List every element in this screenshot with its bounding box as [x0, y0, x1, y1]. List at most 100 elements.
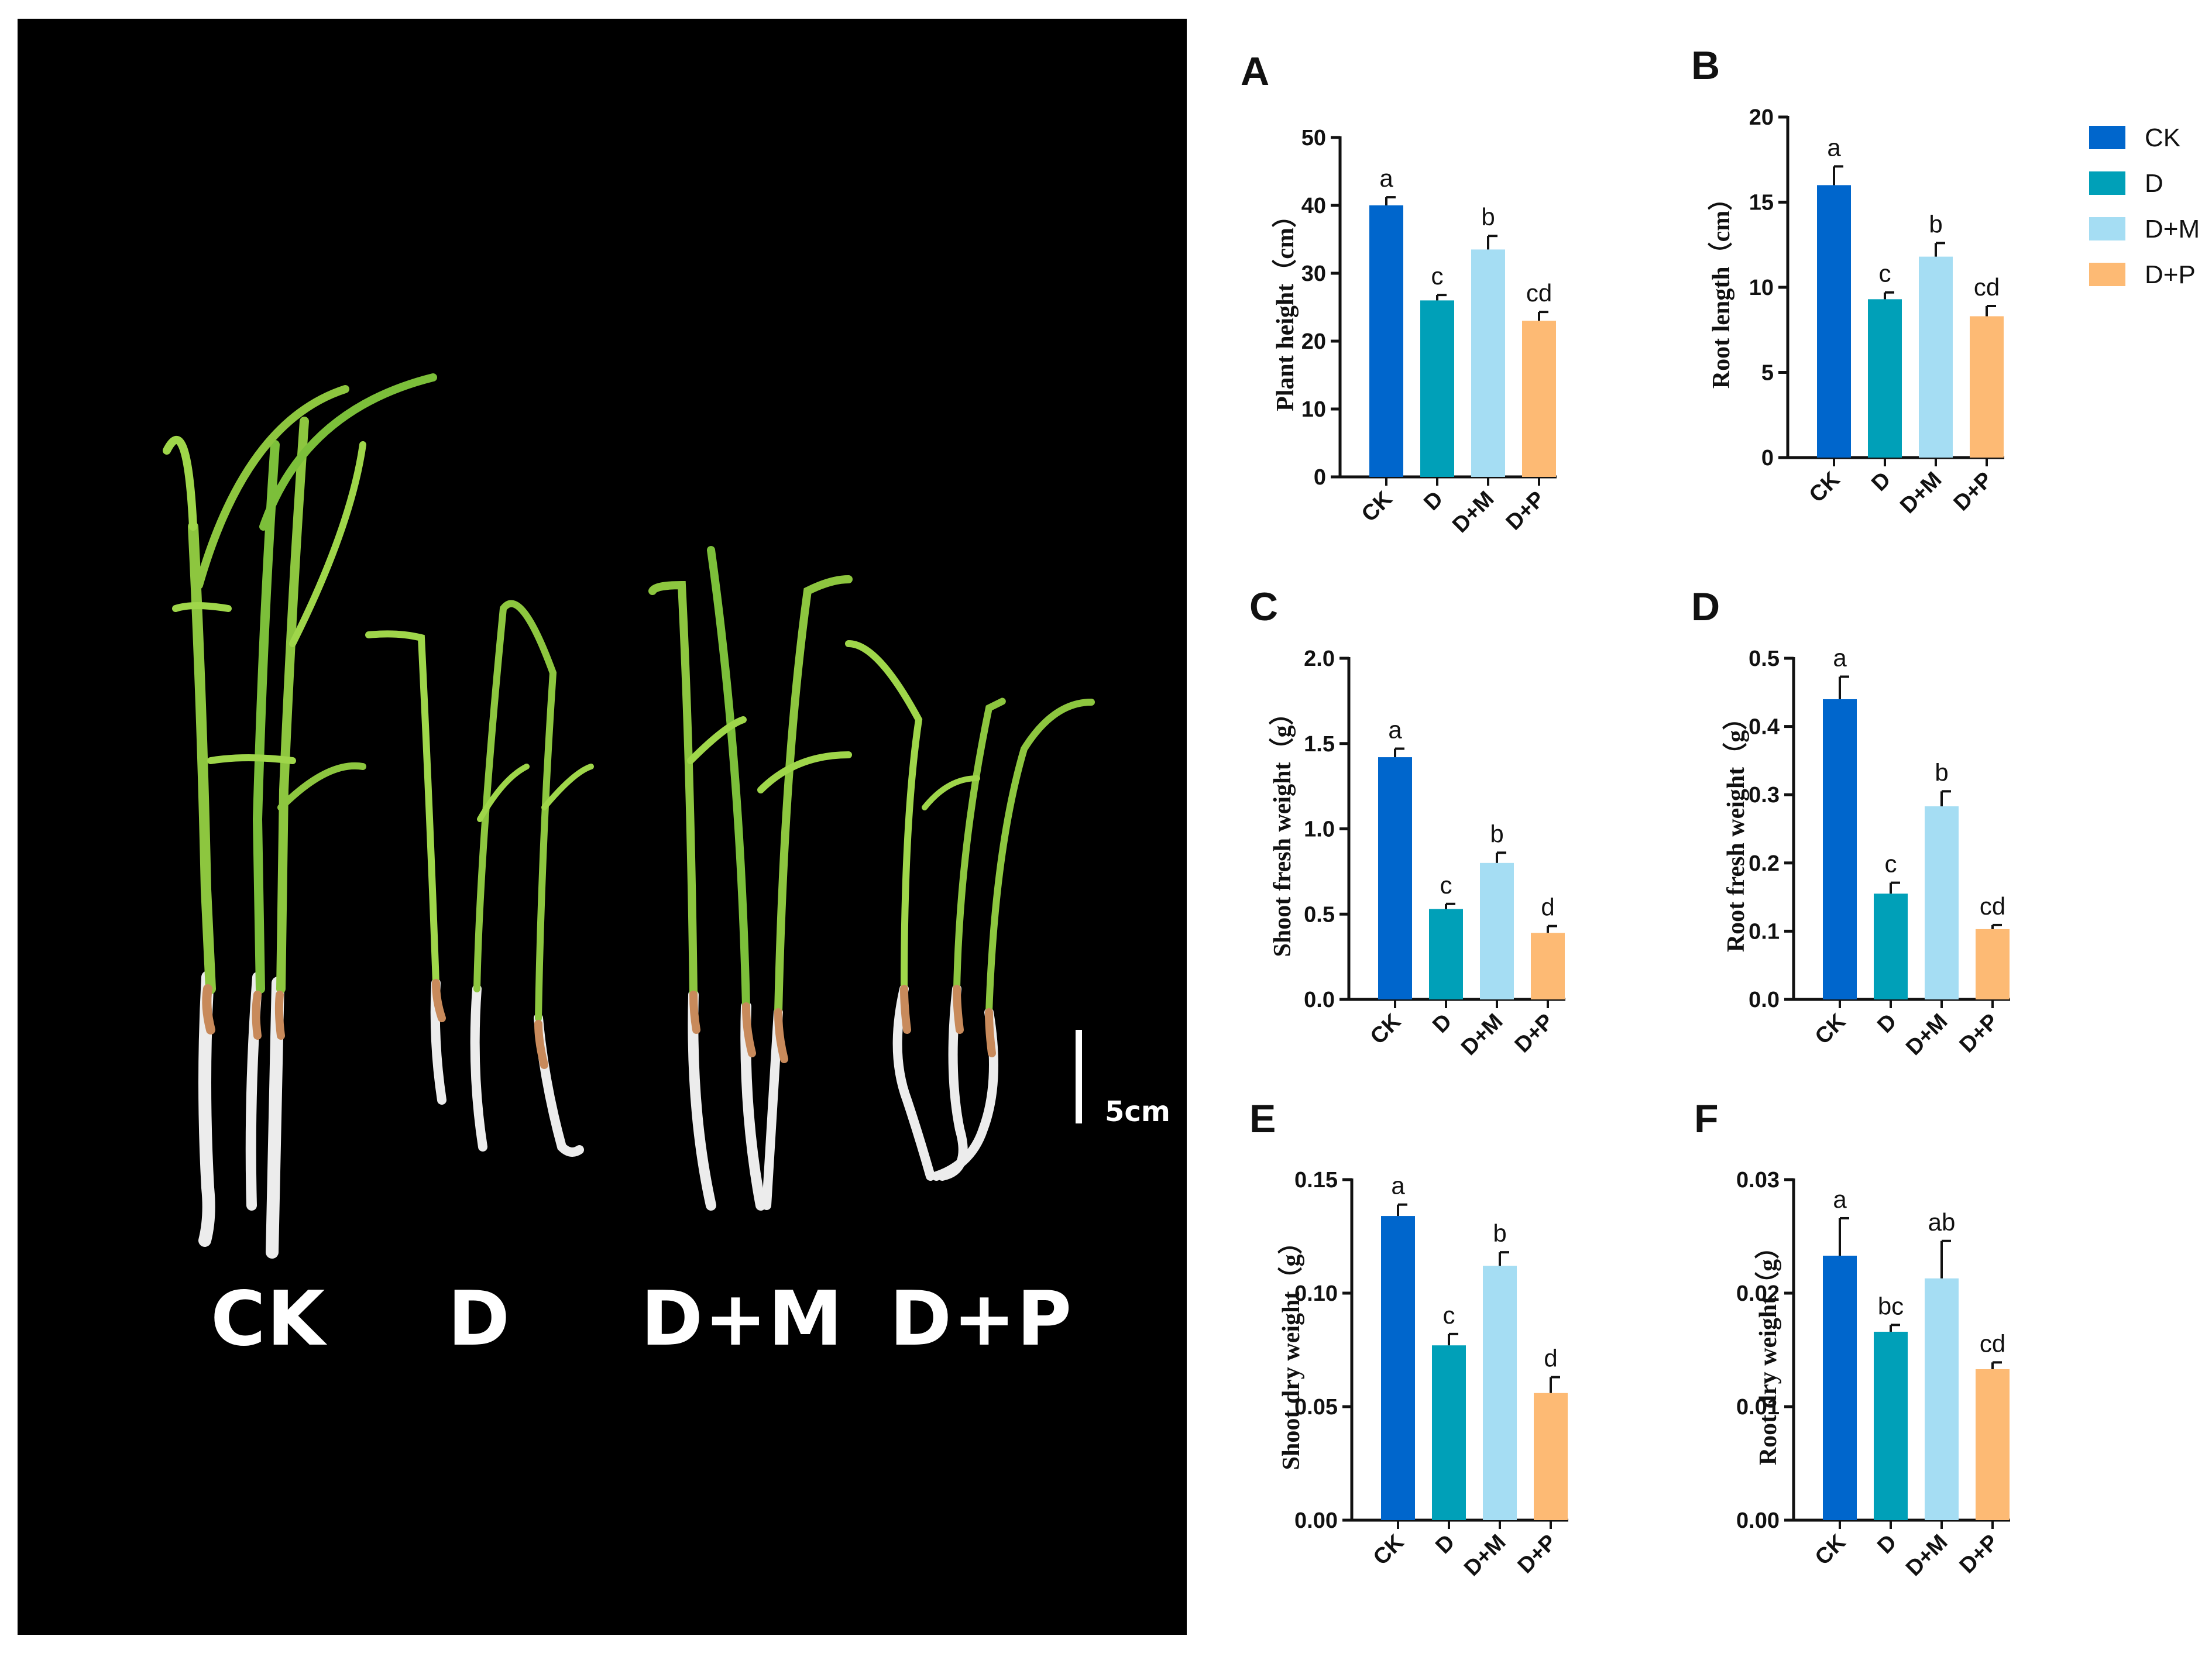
y-axis-label: Root dry weight（g） — [1754, 1235, 1782, 1465]
x-tick-label: D+P — [1955, 1009, 2004, 1058]
significance-label: b — [1935, 758, 1948, 786]
y-axis-label: Plant height（cm） — [1272, 203, 1299, 411]
significance-label: d — [1541, 893, 1554, 921]
bar-dm — [1483, 1266, 1517, 1520]
x-tick-label: D+P — [1513, 1530, 1562, 1579]
legend-swatch — [2089, 263, 2125, 286]
legend-label: D+P — [2145, 260, 2196, 289]
legend: CK D D+M D+P — [2089, 123, 2200, 289]
y-tick-label: 1.5 — [1304, 732, 1335, 757]
photo-label-dm: D+M — [641, 1276, 844, 1363]
significance-label: cd — [1980, 892, 2005, 920]
y-tick-label: 0.0 — [1304, 988, 1335, 1012]
y-tick-label: 0.01 — [1736, 1395, 1780, 1420]
y-tick-label: 0.5 — [1304, 902, 1335, 927]
significance-label: c — [1431, 262, 1444, 290]
bar-d — [1868, 299, 1902, 458]
y-tick-label: 0.03 — [1736, 1168, 1780, 1193]
y-tick-label: 15 — [1749, 191, 1774, 215]
x-tick-label: CK — [1357, 486, 1397, 527]
panel-letter-f: F — [1694, 1097, 1719, 1141]
panel-letter-a: A — [1241, 49, 1269, 94]
significance-label: a — [1379, 164, 1393, 192]
bar-d — [1432, 1345, 1466, 1520]
legend-swatch — [2089, 171, 2125, 195]
bar-d — [1420, 300, 1454, 477]
y-tick-label: 2.0 — [1304, 647, 1335, 671]
x-tick-label: D — [1431, 1530, 1459, 1559]
y-tick-label: 20 — [1301, 329, 1326, 354]
legend-label: D+M — [2145, 215, 2200, 243]
bar-dp — [1534, 1393, 1568, 1520]
y-tick-label: 0.02 — [1736, 1281, 1780, 1306]
chart-b: B 0 5 10 15 20 Root length（cm） a CK c Db D+M cd D+P — [1691, 43, 2004, 518]
significance-label: cd — [1974, 273, 2000, 301]
y-tick-label: 10 — [1749, 276, 1774, 300]
y-tick-label: 1.0 — [1304, 817, 1335, 842]
bar-ck — [1381, 1216, 1415, 1520]
significance-label: c — [1440, 871, 1452, 899]
y-tick-label: 0.00 — [1736, 1508, 1780, 1533]
panel-letter-e: E — [1249, 1097, 1276, 1141]
photo-label-ck: CK — [211, 1276, 327, 1363]
dm-seedlings — [648, 546, 853, 1211]
bar-dp — [1970, 316, 2004, 458]
x-tick-label: D+M — [1901, 1530, 1952, 1581]
significance-label: bc — [1878, 1292, 1904, 1319]
x-tick-label: D+M — [1901, 1009, 1952, 1060]
x-tick-label: D — [1419, 487, 1448, 516]
y-tick-label: 0.5 — [1749, 647, 1780, 671]
chart-d: D 0.0 0.1 0.2 0.3 0.4 0.5 Root fresh weight（g） a… — [1691, 585, 2010, 1060]
bar-dm — [1919, 256, 1953, 458]
significance-label: a — [1391, 1172, 1405, 1200]
x-tick-label: D+P — [1502, 487, 1550, 535]
x-tick-label: D+P — [1955, 1530, 2004, 1579]
y-tick-label: 5 — [1761, 361, 1774, 386]
x-tick-label: CK — [1366, 1009, 1406, 1049]
x-tick-label: D — [1428, 1009, 1457, 1038]
y-tick-label: 0.4 — [1749, 715, 1780, 740]
significance-label: b — [1481, 203, 1495, 231]
legend-label: D — [2145, 169, 2163, 198]
y-tick-label: 20 — [1749, 105, 1774, 130]
significance-label: b — [1493, 1219, 1506, 1247]
x-tick-label: CK — [1369, 1530, 1409, 1570]
y-tick-label: 0.1 — [1749, 919, 1780, 944]
y-tick-label: 0.15 — [1294, 1168, 1338, 1193]
y-tick-label: 0.0 — [1749, 988, 1780, 1012]
ck-seedlings — [163, 373, 437, 1259]
bar-dp — [1531, 933, 1565, 999]
x-tick-label: D+M — [1895, 468, 1946, 518]
bar-d — [1874, 893, 1908, 999]
x-tick-label: D — [1873, 1530, 1901, 1559]
chart-f: F 0.00 0.01 0.02 0.03 Root dry weight（g） a CK bc… — [1694, 1097, 2010, 1581]
bar-ck — [1823, 699, 1857, 999]
significance-label: ab — [1928, 1208, 1956, 1236]
chart-e: E 0.00 0.05 0.10 0.15 Shoot dry weight（g） a CK c… — [1249, 1097, 1568, 1581]
significance-label: cd — [1526, 279, 1552, 307]
panel-letter-c: C — [1249, 585, 1278, 629]
significance-label: d — [1544, 1345, 1557, 1372]
significance-label: c — [1879, 260, 1891, 287]
chart-a: A 0 10 20 30 40 50 Plant height（cm） a CK c Db D+M cd D… — [1241, 49, 1557, 538]
seedling-photo: 5cm CK D D+M D+P — [18, 19, 1187, 1635]
y-tick-label: 0 — [1314, 465, 1326, 490]
y-tick-label: 50 — [1301, 126, 1326, 150]
significance-label: a — [1833, 644, 1847, 671]
bar-dm — [1925, 806, 1959, 999]
bar-dm — [1925, 1278, 1959, 1520]
bar-ck — [1378, 757, 1412, 999]
y-tick-label: 30 — [1301, 262, 1326, 286]
bar-ck — [1369, 205, 1403, 477]
seedling-photo-image — [18, 19, 1187, 1635]
y-tick-label: 0.00 — [1294, 1508, 1338, 1533]
significance-label: a — [1827, 133, 1841, 161]
y-tick-label: 0 — [1761, 446, 1774, 470]
panel-letter-b: B — [1691, 43, 1720, 88]
dp-seedlings — [845, 640, 1095, 1181]
x-tick-label: D+M — [1459, 1530, 1510, 1581]
legend-label: CK — [2145, 123, 2180, 152]
y-axis-label: Shoot fresh weight（g） — [1269, 701, 1296, 957]
photo-label-dp: D+P — [889, 1276, 1073, 1363]
legend-swatch — [2089, 217, 2125, 240]
